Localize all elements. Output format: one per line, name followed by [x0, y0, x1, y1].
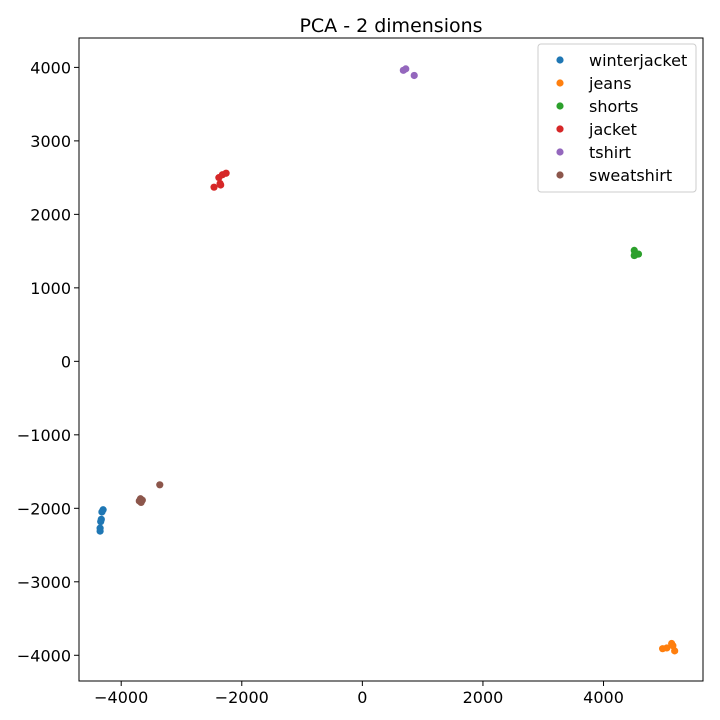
- point-jacket: [217, 181, 225, 189]
- chart-title: PCA - 2 dimensions: [299, 15, 482, 37]
- x-tick-label: 0: [357, 688, 367, 707]
- point-tshirt: [402, 65, 410, 73]
- x-tick-label: 4000: [583, 688, 624, 707]
- point-jeans: [663, 644, 671, 652]
- point-shorts: [634, 250, 643, 258]
- point-jacket: [222, 169, 230, 177]
- point-jacket: [210, 183, 218, 191]
- legend-marker-sweatshirt: [556, 171, 564, 179]
- y-tick-label: −2000: [17, 499, 71, 518]
- point-jeans: [671, 647, 679, 655]
- legend-marker-tshirt: [556, 148, 564, 156]
- point-tshirt: [410, 71, 418, 80]
- y-tick-label: 4000: [30, 58, 71, 77]
- legend-label-sweatshirt: sweatshirt: [589, 166, 672, 185]
- legend-marker-jeans: [556, 79, 564, 87]
- scatter-points: [96, 65, 679, 655]
- legend-marker-shorts: [556, 102, 564, 110]
- y-tick-label: 1000: [30, 279, 71, 298]
- point-winterjacket: [96, 527, 104, 535]
- y-axis: −4000 −3000 −2000 −1000 0 1000 2000 3000 4000: [17, 58, 79, 665]
- point-sweatshirt: [138, 496, 146, 504]
- y-tick-label: −4000: [17, 646, 71, 665]
- x-tick-label: −4000: [94, 688, 148, 707]
- y-tick-label: 2000: [30, 205, 71, 224]
- legend: winterjacket jeans shorts jacket tshirt sweat…: [537, 43, 697, 193]
- point-winterjacket: [98, 508, 106, 516]
- legend-box: [537, 43, 697, 193]
- x-tick-label: −2000: [215, 688, 269, 707]
- plot-frame: [78, 37, 704, 682]
- legend-label-jeans: jeans: [588, 74, 632, 93]
- legend-marker-jacket: [556, 125, 564, 133]
- x-axis: −4000 −2000 0 2000 4000: [94, 681, 624, 707]
- legend-marker-winterjacket: [556, 56, 564, 64]
- y-tick-label: 3000: [30, 132, 71, 151]
- point-winterjacket: [97, 517, 105, 526]
- legend-label-shorts: shorts: [589, 97, 638, 116]
- point-sweatshirt: [156, 481, 164, 489]
- y-tick-label: 0: [61, 352, 71, 371]
- legend-label-winterjacket: winterjacket: [589, 51, 687, 70]
- x-tick-label: 2000: [463, 688, 504, 707]
- legend-label-tshirt: tshirt: [589, 143, 631, 162]
- legend-label-jacket: jacket: [588, 120, 637, 139]
- y-tick-label: −1000: [17, 426, 71, 445]
- y-tick-label: −3000: [17, 573, 71, 592]
